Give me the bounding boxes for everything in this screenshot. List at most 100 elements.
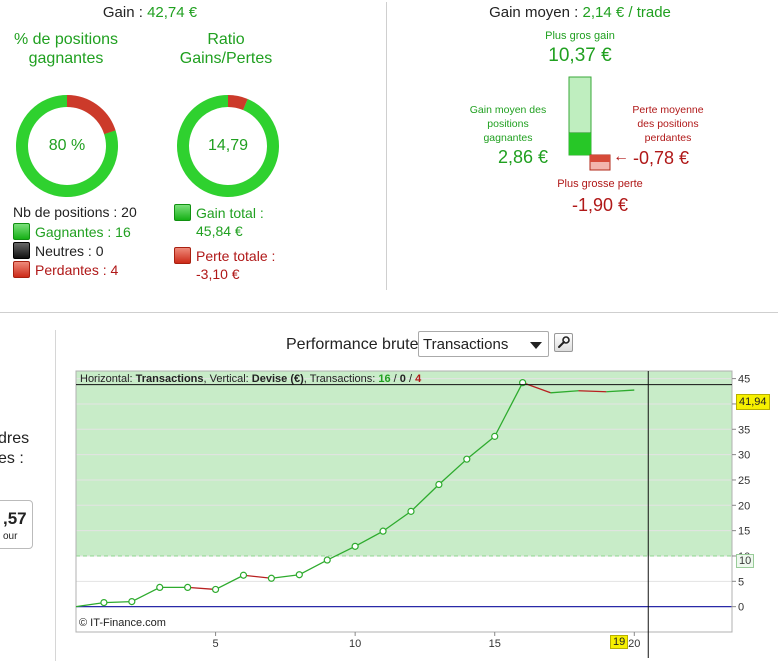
donut-loss-arc bbox=[177, 95, 279, 197]
series-segment bbox=[494, 382, 524, 437]
green-swatch-icon bbox=[174, 204, 191, 221]
avg-gain-value: 2,14 € / trade bbox=[582, 4, 671, 21]
data-point bbox=[519, 379, 527, 387]
data-point bbox=[351, 542, 359, 550]
data-point bbox=[267, 574, 276, 582]
info-vertical: Devise (€) bbox=[251, 373, 304, 385]
data-point bbox=[491, 432, 499, 440]
series-segment bbox=[131, 586, 161, 603]
wrench-icon bbox=[558, 336, 570, 348]
series-segment bbox=[466, 435, 496, 460]
settings-wrench-button[interactable] bbox=[554, 333, 573, 352]
series-segment bbox=[550, 390, 579, 394]
ratio-value: 14,79 bbox=[207, 137, 249, 154]
side-card-sub: our bbox=[3, 531, 18, 542]
gain-label: Gain : bbox=[102, 4, 148, 21]
red-swatch-icon bbox=[13, 261, 30, 278]
x-crosshair-badge: 19 bbox=[610, 635, 629, 649]
avg-winning-label-line: gagnantes bbox=[483, 132, 533, 144]
series-segment bbox=[410, 484, 440, 512]
nb-positions: Nb de positions : 20 bbox=[13, 204, 137, 220]
legend-neutral: Neutres : 0 bbox=[13, 242, 103, 259]
data-point bbox=[156, 583, 164, 592]
avg-winning-value: 2,86 € bbox=[497, 147, 549, 167]
side-card-value: ,57 bbox=[3, 509, 27, 528]
avg-losing-value: -0,78 € bbox=[633, 148, 690, 168]
perte-totale-value: -3,10 € bbox=[196, 266, 240, 282]
max-loss-value: -1,90 € bbox=[571, 195, 629, 215]
data-point bbox=[128, 597, 136, 606]
neutral-count: Neutres : 0 bbox=[35, 243, 104, 259]
chart-series bbox=[75, 379, 635, 608]
info-sep: / bbox=[405, 373, 416, 385]
info-winning: 16 bbox=[378, 373, 391, 385]
x-tick-label: 5 bbox=[213, 638, 219, 650]
series-segment bbox=[354, 530, 384, 547]
y-tick-label: 5 bbox=[738, 576, 744, 588]
info-prefix: Horizontal: bbox=[80, 373, 136, 385]
side-text-1: dres bbox=[0, 430, 30, 447]
max-gain-label: Plus gros gain bbox=[545, 30, 615, 42]
avg-losing-arrow-icon: ← bbox=[613, 148, 629, 165]
chart-border bbox=[75, 370, 733, 633]
chart-info-bar: Horizontal: Transactions, Vertical: Devi… bbox=[80, 373, 421, 385]
avg-gain-header: Gain moyen : 2,14 € / trade bbox=[390, 4, 770, 21]
profit-zone bbox=[76, 371, 732, 556]
avg-winning-label: Gain moyen des positions gagnantes bbox=[462, 103, 554, 145]
gain-header: Gain : 42,74 € bbox=[0, 4, 300, 21]
avg-losing-label-line: perdantes bbox=[644, 132, 692, 144]
pct-winning-donut bbox=[16, 95, 118, 197]
y-tick-label: 30 bbox=[738, 450, 750, 462]
perte-totale: Perte totale : bbox=[174, 247, 275, 264]
series-segment bbox=[243, 574, 272, 579]
losing-count: Perdantes : 4 bbox=[35, 262, 119, 278]
series-segment bbox=[326, 545, 356, 561]
series-segment bbox=[299, 559, 328, 576]
y-tick-label: 45 bbox=[738, 374, 750, 386]
series-segment bbox=[382, 510, 412, 532]
vertical-divider bbox=[386, 2, 387, 290]
data-point bbox=[463, 455, 471, 463]
data-point bbox=[323, 556, 331, 564]
info-sep: / bbox=[390, 373, 400, 385]
y-tick-label: 15 bbox=[738, 526, 750, 538]
data-point bbox=[379, 527, 387, 535]
ratio-donut bbox=[177, 95, 279, 197]
pct-winning-title: % de positions gagnantes bbox=[13, 31, 119, 67]
max-gain-value: 10,37 € bbox=[548, 45, 612, 66]
chevron-down-icon bbox=[530, 342, 542, 349]
avg-winning-label-line: positions bbox=[487, 118, 529, 130]
y-tick-label: 35 bbox=[738, 424, 750, 436]
avg-losing-label: Perte moyenne des positions perdantes bbox=[620, 103, 716, 145]
ratio-title: Ratio Gains/Pertes bbox=[179, 31, 273, 67]
info-losing: 4 bbox=[415, 373, 422, 385]
x-tick-label: 20 bbox=[628, 638, 640, 650]
data-point bbox=[295, 571, 303, 579]
chart-copyright: © IT-Finance.com bbox=[79, 617, 166, 629]
avg-gain-bar-diagram bbox=[568, 76, 611, 171]
x-tick-label: 15 bbox=[489, 638, 501, 650]
max-loss-label: Plus grosse perte bbox=[557, 178, 643, 190]
performance-title: Performance brute bbox=[286, 336, 419, 353]
perte-totale-label: Perte totale : bbox=[196, 248, 276, 264]
series-segment bbox=[103, 600, 132, 604]
info-neutral: 0 bbox=[399, 373, 406, 385]
side-text-2: es : bbox=[0, 450, 24, 467]
info-horizontal: Transactions bbox=[135, 373, 204, 385]
y-tick-label: 20 bbox=[738, 500, 750, 512]
donut-loss-arc bbox=[16, 95, 118, 197]
legend-losing: Perdantes : 4 bbox=[13, 261, 118, 278]
pct-winning-value: 80 % bbox=[48, 137, 86, 154]
avg-gain-label: Gain moyen : bbox=[489, 4, 583, 21]
gain-value: 42,74 € bbox=[147, 4, 198, 21]
data-point bbox=[435, 480, 443, 489]
legend-winning: Gagnantes : 16 bbox=[13, 223, 131, 240]
series-segment bbox=[187, 586, 216, 591]
series-segment bbox=[215, 574, 244, 591]
gain-total-value: 45,84 € bbox=[196, 223, 243, 239]
series-segment bbox=[606, 389, 635, 393]
x-axis-select[interactable]: Transactions bbox=[418, 331, 549, 357]
data-point bbox=[211, 585, 220, 594]
threshold-badge: 10 bbox=[736, 554, 755, 568]
